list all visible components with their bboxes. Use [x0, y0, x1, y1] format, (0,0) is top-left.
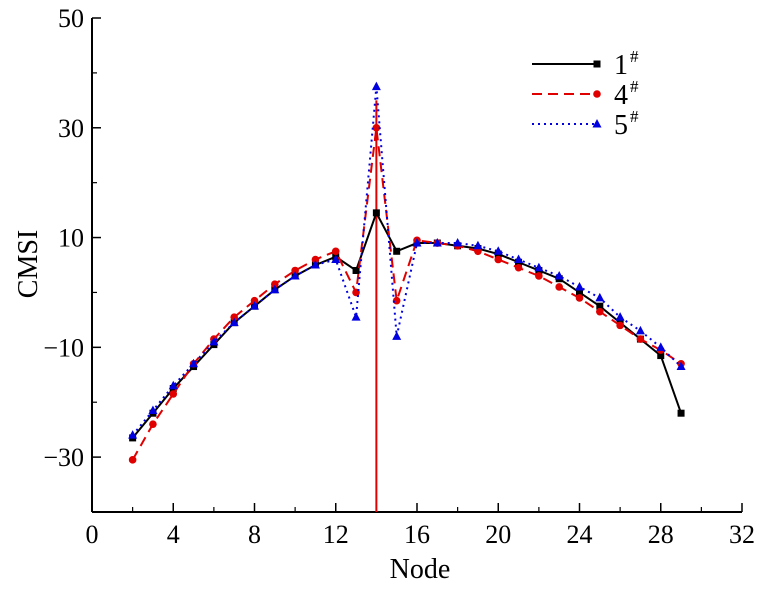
- data-point: [615, 312, 625, 321]
- data-point: [270, 284, 280, 294]
- data-point: [676, 361, 686, 371]
- data-point: [635, 325, 645, 335]
- legend-label-superscript: #: [630, 77, 639, 96]
- legend-label-superscript: #: [630, 107, 639, 126]
- data-point: [250, 296, 259, 305]
- series-line: [131, 210, 683, 439]
- y-tick-label: 10: [58, 224, 84, 253]
- data-point: [169, 390, 178, 398]
- x-tick-label: 24: [567, 520, 593, 549]
- data-point: [493, 246, 503, 255]
- data-point: [371, 81, 381, 91]
- data-point: [514, 263, 523, 272]
- data-point: [534, 262, 544, 272]
- data-point: [271, 280, 279, 289]
- data-point: [596, 302, 604, 310]
- data-point: [514, 254, 524, 264]
- data-point: [494, 255, 503, 264]
- x-tick-label: 20: [485, 520, 511, 549]
- x-tick-label: 0: [86, 520, 99, 549]
- data-point: [432, 238, 442, 247]
- data-point: [189, 358, 199, 368]
- data-point: [412, 238, 422, 247]
- y-axis-title: CMSI: [13, 230, 44, 298]
- data-point: [576, 288, 583, 296]
- legend-swatch-marker: [592, 119, 602, 128]
- series-line: [131, 127, 682, 461]
- data-point: [372, 209, 380, 217]
- data-point: [311, 255, 320, 264]
- data-point: [392, 331, 402, 340]
- x-tick-label: 8: [248, 520, 261, 549]
- chart-axes: [91, 18, 742, 513]
- legend-label: 5: [614, 110, 628, 141]
- data-point: [230, 313, 238, 321]
- legend-item: 4 #: [532, 77, 639, 111]
- x-tick-label: 28: [648, 520, 674, 549]
- y-tick-label: −10: [43, 333, 84, 362]
- legend-item: 1 #: [532, 47, 639, 81]
- data-point: [149, 420, 157, 428]
- data-point: [677, 409, 685, 417]
- data-point: [393, 247, 401, 255]
- data-point: [229, 317, 239, 327]
- data-point: [372, 123, 381, 132]
- data-point: [128, 456, 137, 464]
- x-tick-label: 16: [404, 520, 430, 549]
- data-point: [352, 266, 360, 274]
- data-point: [554, 270, 564, 280]
- data-point: [310, 260, 320, 269]
- series-line: [131, 86, 682, 436]
- data-point: [575, 294, 584, 302]
- y-tick-label: 50: [58, 4, 84, 33]
- data-point: [331, 247, 340, 256]
- data-point: [209, 336, 219, 346]
- data-point: [148, 405, 158, 414]
- data-point: [616, 321, 624, 330]
- data-point: [290, 270, 300, 280]
- data-point: [291, 266, 299, 275]
- data-point: [128, 430, 138, 439]
- y-tick-label: −30: [43, 443, 84, 472]
- series-1: [129, 209, 685, 442]
- data-point: [351, 312, 361, 321]
- data-point: [473, 240, 483, 250]
- data-point: [250, 301, 259, 310]
- data-point: [657, 352, 665, 360]
- data-point: [535, 272, 543, 280]
- data-point: [575, 281, 584, 291]
- data-point: [331, 254, 341, 264]
- legend-swatch-marker: [593, 60, 601, 68]
- legend-swatch-marker: [593, 90, 601, 98]
- legend-label-superscript: #: [630, 47, 639, 66]
- data-point: [453, 238, 463, 247]
- legend-label: 4: [614, 80, 628, 111]
- data-point: [636, 335, 645, 343]
- x-tick-label: 12: [323, 520, 349, 549]
- data-point: [168, 380, 178, 390]
- chart-legend: 1 #4 #5 #: [532, 47, 639, 141]
- y-tick-label: 30: [58, 114, 84, 143]
- data-point: [595, 292, 605, 302]
- data-point: [474, 247, 482, 256]
- data-point: [596, 307, 604, 316]
- data-point: [656, 342, 666, 351]
- x-tick-label: 32: [729, 520, 755, 549]
- series-5: [128, 81, 686, 439]
- x-tick-label: 4: [167, 520, 180, 549]
- chart-series: [128, 81, 686, 464]
- legend-label: 1: [614, 50, 628, 81]
- chart-ticks: 0 4 8 12 16 20 24 28 32 −30 −10 10 30 50: [43, 4, 755, 549]
- x-axis-title: Node: [390, 554, 451, 585]
- legend-item: 5 #: [532, 107, 639, 141]
- data-point: [555, 283, 563, 291]
